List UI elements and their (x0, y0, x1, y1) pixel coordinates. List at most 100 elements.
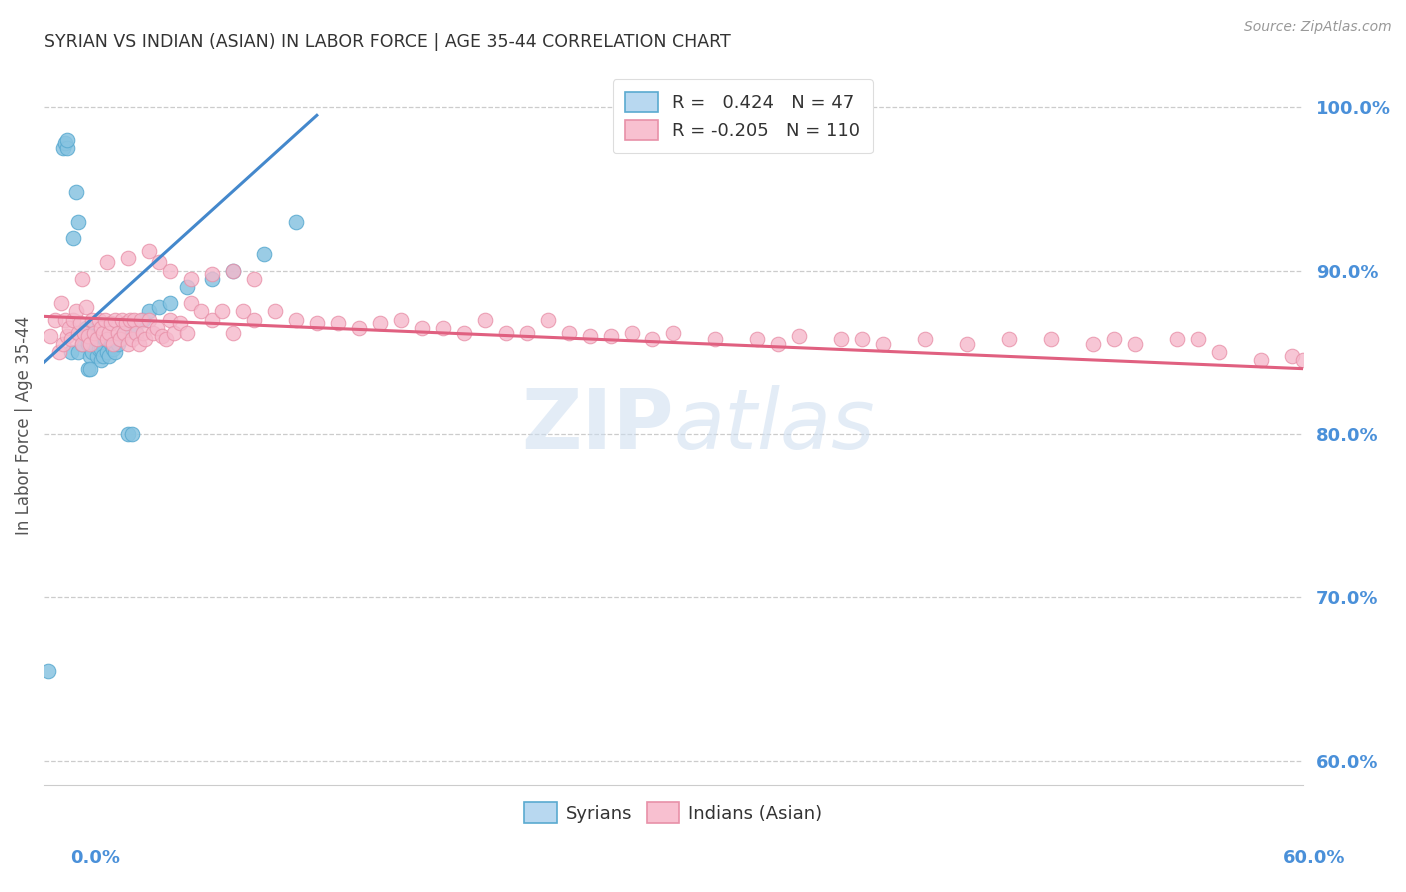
Point (83, 337, 105, 351)
Point (222, 326, 245, 340)
Point (82, 312, 104, 326)
Point (124, 312, 146, 326)
Point (90, 320, 112, 334)
Point (94, 332, 117, 346)
Point (62, 231, 84, 245)
Point (82, 345, 104, 359)
Point (138, 312, 160, 326)
Point (1040, 332, 1063, 346)
Point (87, 342, 110, 356)
Point (201, 312, 224, 326)
Point (1123, 337, 1146, 351)
Point (117, 427, 139, 442)
Point (169, 316, 191, 330)
Point (998, 332, 1021, 346)
Point (90, 342, 112, 356)
Point (69, 316, 91, 330)
Point (103, 337, 125, 351)
Point (98, 349, 121, 363)
Point (77, 329, 100, 343)
Text: ZIP: ZIP (522, 385, 673, 467)
Point (66, 214, 89, 228)
Point (56, 141, 79, 155)
Point (243, 272, 266, 286)
Point (914, 332, 936, 346)
Point (96, 255, 118, 269)
Point (159, 296, 181, 310)
Point (103, 342, 125, 356)
Point (56, 133, 79, 147)
Point (65, 304, 87, 318)
Point (704, 332, 727, 346)
Point (69, 326, 91, 340)
Point (747, 332, 769, 346)
Point (662, 326, 685, 340)
Point (96, 345, 118, 359)
Point (79, 337, 101, 351)
Point (62, 312, 84, 326)
Point (121, 332, 143, 346)
Point (263, 304, 285, 318)
Point (1081, 337, 1104, 351)
Point (134, 332, 156, 346)
Point (53, 312, 76, 326)
Point (112, 326, 135, 340)
Text: 60.0%: 60.0% (1284, 849, 1346, 867)
Point (1281, 349, 1303, 363)
Point (70, 337, 93, 351)
Point (100, 337, 122, 351)
Point (222, 263, 245, 277)
Point (39, 329, 62, 343)
Point (75, 300, 97, 314)
Point (131, 312, 153, 326)
Point (90, 353, 112, 368)
Point (516, 326, 538, 340)
Point (536, 312, 558, 326)
Point (1292, 353, 1315, 368)
Point (49, 296, 72, 310)
Point (52, 141, 75, 155)
Point (53, 136, 76, 150)
Point (96, 332, 118, 346)
Point (305, 316, 328, 330)
Point (60, 332, 83, 346)
Text: 0.0%: 0.0% (70, 849, 121, 867)
Point (107, 337, 129, 351)
Point (347, 320, 370, 334)
Point (495, 326, 517, 340)
Point (108, 332, 131, 346)
Point (108, 332, 131, 346)
Point (201, 272, 224, 286)
Point (91, 349, 114, 363)
Point (1250, 353, 1272, 368)
Point (159, 312, 181, 326)
Point (125, 326, 148, 340)
Point (176, 280, 198, 294)
Point (120, 312, 142, 326)
Point (79, 361, 101, 376)
Point (56, 329, 79, 343)
Point (641, 332, 664, 346)
Point (52, 337, 75, 351)
Point (104, 345, 127, 359)
Point (77, 361, 100, 376)
Point (128, 337, 150, 351)
Point (222, 263, 245, 277)
Point (117, 251, 139, 265)
Point (115, 316, 138, 330)
Point (180, 296, 202, 310)
Point (131, 326, 153, 340)
Point (284, 214, 307, 228)
Point (474, 312, 496, 326)
Point (82, 329, 104, 343)
Point (86, 349, 108, 363)
Point (91, 326, 114, 340)
Point (180, 272, 202, 286)
Legend: Syrians, Indians (Asian): Syrians, Indians (Asian) (517, 795, 830, 830)
Point (48, 345, 70, 359)
Point (620, 326, 643, 340)
Point (73, 326, 96, 340)
Point (159, 263, 181, 277)
Point (104, 312, 127, 326)
Point (138, 304, 160, 318)
